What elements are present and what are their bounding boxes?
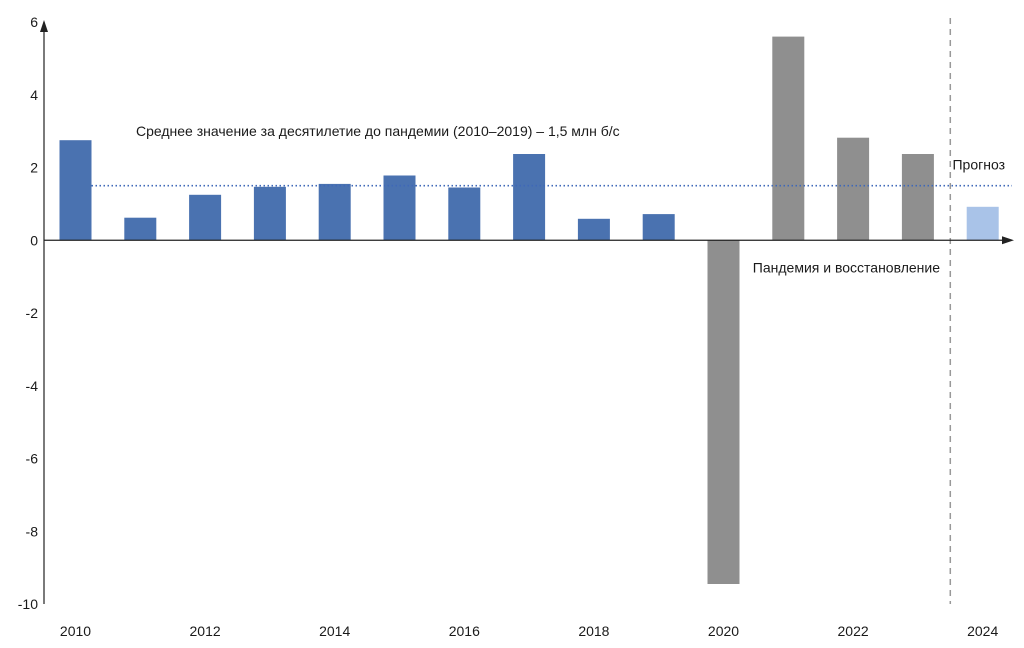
y-tick-label: -6 <box>26 451 39 467</box>
y-tick-label: -10 <box>18 596 38 612</box>
bar-2010 <box>59 140 92 241</box>
x-tick-label: 2024 <box>967 623 998 639</box>
y-axis-arrow <box>40 20 48 32</box>
y-tick-label: 4 <box>30 87 38 103</box>
x-tick-label: 2020 <box>708 623 739 639</box>
x-axis-arrow <box>1002 236 1014 245</box>
bar-2013 <box>253 186 286 241</box>
y-tick-label: -4 <box>26 378 39 394</box>
x-axis <box>44 236 1014 245</box>
x-tick-label: 2012 <box>190 623 221 639</box>
bars <box>59 36 999 585</box>
x-tick-label: 2022 <box>838 623 869 639</box>
bar-2014 <box>318 183 351 241</box>
y-tick-labels: 6 4 2 0 -2 -4 -6 -8 -10 <box>18 14 38 612</box>
bar-2011 <box>124 217 157 241</box>
bar-2018 <box>577 218 610 241</box>
bar-2020 <box>707 240 740 585</box>
average-annotation: Среднее значение за десятилетие до панде… <box>136 123 620 139</box>
y-tick-label: 0 <box>30 232 38 248</box>
bar-2021 <box>772 36 805 241</box>
y-tick-label: -8 <box>26 523 39 539</box>
bar-2017 <box>513 154 546 241</box>
x-tick-label: 2010 <box>60 623 91 639</box>
pandemic-annotation: Пандемия и восстановление <box>753 259 940 275</box>
y-tick-label: -2 <box>26 305 39 321</box>
y-tick-label: 6 <box>30 14 38 30</box>
forecast-annotation: Прогноз <box>952 157 1005 173</box>
x-tick-label: 2016 <box>449 623 480 639</box>
bar-2023 <box>901 154 934 241</box>
x-tick-label: 2014 <box>319 623 350 639</box>
bar-2016 <box>448 187 481 241</box>
x-tick-label: 2018 <box>578 623 609 639</box>
bar-2022 <box>837 137 870 241</box>
bar-2012 <box>189 194 222 241</box>
bar-2024 <box>966 206 999 241</box>
y-tick-label: 2 <box>30 160 38 176</box>
bar-2019 <box>642 214 675 241</box>
x-tick-labels: 2010 2012 2014 2016 2018 2020 2022 2024 <box>60 623 999 639</box>
y-axis <box>40 20 48 604</box>
